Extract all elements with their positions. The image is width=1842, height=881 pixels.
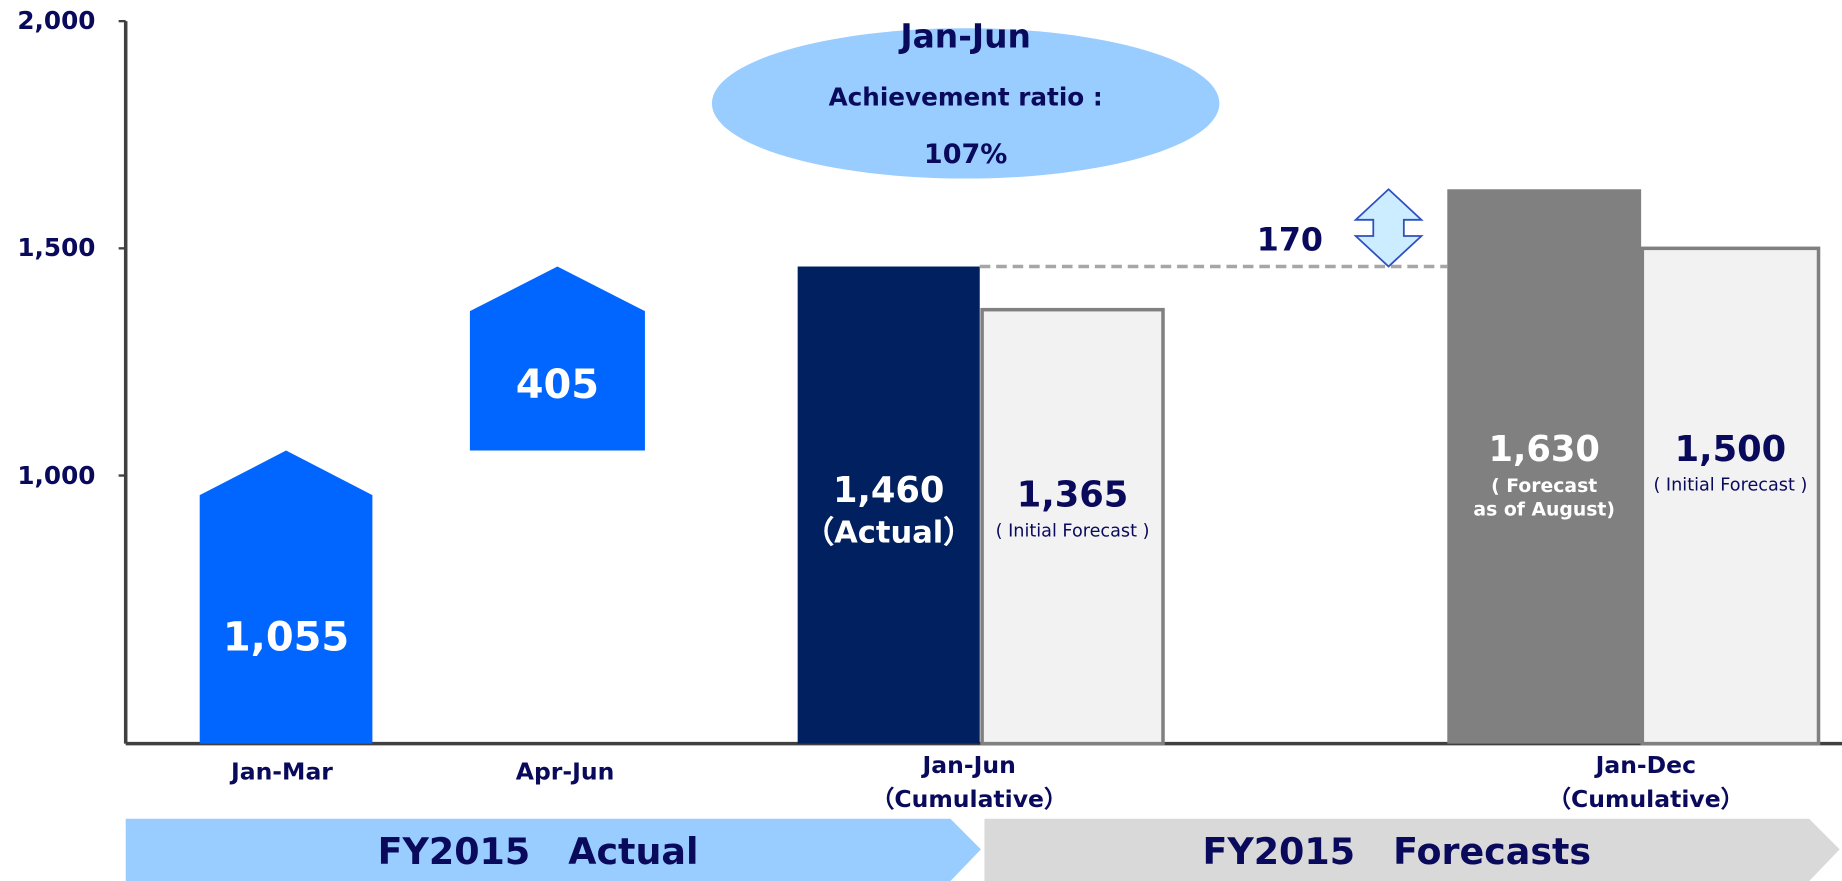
- y-tick-label: 2,000: [17, 6, 96, 36]
- step-bar: [199, 450, 373, 744]
- x-tick-label: Apr-Jun: [515, 757, 615, 786]
- bar-note: ( Forecast as of August): [1473, 474, 1615, 521]
- bar-note: ( Initial Forecast ): [1653, 474, 1808, 496]
- difference-arrow: [1353, 188, 1424, 268]
- callout-text: Achievement ratio :: [828, 83, 1103, 112]
- value-label: 405: [515, 361, 600, 409]
- period-band: [984, 818, 1840, 881]
- y-tick-label: 1,000: [17, 461, 96, 490]
- bar-note: ( Initial Forecast ): [995, 519, 1150, 542]
- x-tick-label: Jan-Jun （Cumulative）: [870, 750, 1068, 813]
- value-label: 1,500: [1674, 429, 1787, 471]
- period-band: [125, 818, 981, 881]
- x-tick-label: Jan-Mar: [230, 757, 333, 786]
- difference-label: 170: [1256, 222, 1323, 259]
- value-label: 1,630: [1488, 429, 1600, 471]
- period-label: FY2015 Forecasts: [1202, 831, 1592, 874]
- bar: [1447, 189, 1642, 744]
- value-label: 1,365: [1016, 474, 1129, 517]
- callout-text: 107%: [923, 139, 1008, 170]
- bar: [1640, 246, 1821, 746]
- callout-text: Jan-Jun: [900, 17, 1031, 56]
- x-tick-label: Jan-Dec （Cumulative）: [1547, 750, 1745, 813]
- bar-note: （Actual）: [803, 515, 974, 551]
- bar: [797, 266, 980, 744]
- value-label: 1,460: [832, 470, 945, 512]
- value-label: 1,055: [222, 614, 350, 662]
- callout: [711, 28, 1220, 179]
- step-bar: [469, 266, 645, 451]
- period-label: FY2015 Actual: [377, 831, 699, 874]
- y-tick-label: 1,500: [17, 234, 96, 263]
- bar: [980, 307, 1165, 746]
